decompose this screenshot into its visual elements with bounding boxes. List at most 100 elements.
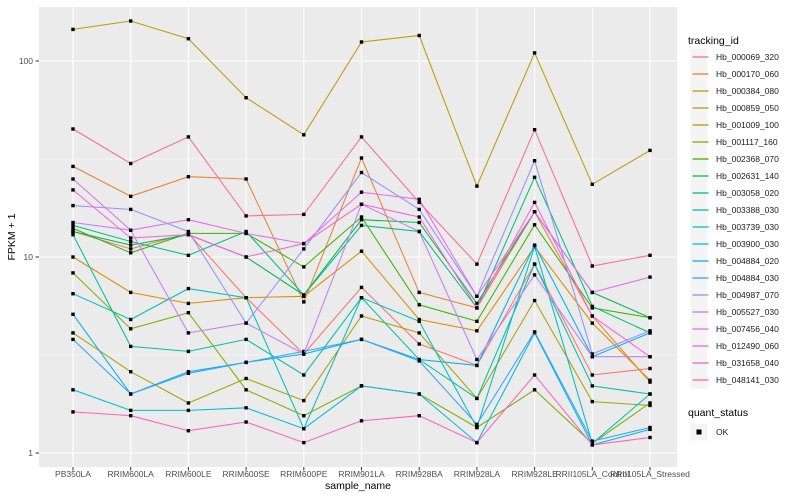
legend-item-label: Hb_004987_070: [716, 290, 779, 300]
legend-title-tracking-id: tracking_id: [688, 35, 739, 47]
data-point: [244, 406, 248, 410]
y-tick-label: 100: [19, 56, 33, 66]
data-point: [648, 403, 652, 408]
data-point: [186, 349, 191, 354]
data-point: [71, 164, 75, 169]
data-point: [417, 342, 421, 346]
legend-item: Hb_003900_030: [690, 235, 779, 253]
legend-item: Hb_048141_030: [690, 371, 779, 389]
data-point: [648, 316, 652, 320]
data-point: [302, 212, 306, 217]
data-point: [532, 273, 537, 277]
data-point: [359, 156, 364, 160]
data-point: [129, 408, 133, 413]
data-point: [129, 344, 133, 349]
data-point: [590, 355, 594, 359]
data-point: [359, 190, 364, 194]
x-tick-label: RRII105LA_Stressed: [610, 469, 690, 479]
data-point: [475, 422, 479, 427]
data-point: [71, 410, 75, 414]
data-point: [244, 337, 248, 342]
data-point: [186, 253, 191, 257]
data-point: [417, 220, 421, 225]
data-point: [532, 200, 537, 205]
legend-item: Hb_012490_060: [690, 337, 779, 355]
data-point: [475, 357, 479, 362]
data-point: [532, 330, 537, 334]
data-point: [186, 135, 191, 139]
legend-item-label: Hb_004884_020: [716, 256, 779, 266]
data-point: [648, 253, 652, 257]
data-point: [244, 177, 248, 181]
data-point: [244, 388, 248, 392]
data-point: [129, 194, 133, 198]
data-point: [648, 355, 652, 359]
data-point: [648, 425, 652, 430]
data-point: [71, 255, 75, 259]
legend-item-label: Hb_048141_030: [716, 375, 779, 385]
data-point: [186, 401, 191, 405]
data-point: [417, 197, 421, 201]
data-point: [648, 275, 652, 279]
data-point: [417, 331, 421, 335]
data-point: [417, 414, 421, 418]
x-tick-label: PB350LA: [55, 469, 91, 479]
data-point: [417, 215, 421, 219]
data-point: [71, 331, 75, 335]
data-point: [186, 218, 191, 222]
x-tick-label: RRIM600PE: [280, 469, 328, 479]
y-tick-label: 10: [24, 252, 34, 262]
data-point: [244, 376, 248, 381]
data-point: [359, 215, 364, 219]
data-point: [359, 337, 364, 342]
data-point: [302, 352, 306, 356]
data-point: [302, 241, 306, 246]
legend-item-ok: OK: [690, 423, 729, 441]
legend-item: Hb_004884_030: [690, 269, 779, 287]
data-point: [532, 373, 537, 377]
data-point: [590, 321, 594, 325]
legend-title-quant-status: quant_status: [688, 407, 748, 419]
data-point: [186, 331, 191, 335]
data-point: [129, 239, 133, 244]
data-point: [186, 301, 191, 306]
data-point: [71, 223, 75, 228]
data-point: [71, 226, 75, 231]
legend-item-label: Hb_001117_160: [716, 137, 778, 147]
legend-item-label: Hb_002368_070: [716, 154, 779, 164]
data-point: [71, 127, 75, 131]
data-point: [590, 384, 594, 388]
legend-item-label: Hb_001009_100: [716, 120, 779, 130]
legend-item-label: Hb_000384_080: [716, 86, 779, 96]
data-point: [129, 247, 133, 251]
data-point: [302, 414, 306, 418]
data-point: [302, 293, 306, 297]
data-point: [244, 231, 248, 236]
legend-item-label: Hb_003900_030: [716, 239, 779, 249]
data-point: [359, 223, 364, 228]
data-point: [475, 363, 479, 368]
data-point: [71, 203, 75, 208]
data-point: [475, 440, 479, 445]
data-point: [590, 264, 594, 268]
legend-item: Hb_005527_030: [690, 303, 779, 321]
x-tick-label: RRII105LA_Control: [555, 469, 629, 479]
data-point: [359, 285, 364, 290]
legend-item-label: Hb_012490_060: [716, 341, 779, 351]
legend-item-label: Hb_000170_060: [716, 69, 779, 79]
data-point: [590, 439, 594, 443]
data-point: [302, 300, 306, 304]
legend-item: Hb_002631_140: [690, 167, 779, 185]
legend-item-label: Hb_002631_140: [716, 171, 779, 181]
legend-item: Hb_000170_060: [690, 65, 779, 83]
data-point: [417, 303, 421, 307]
data-point: [71, 337, 75, 342]
data-point: [244, 229, 248, 234]
data-point: [71, 220, 75, 225]
legend-item-label: Hb_003739_030: [716, 222, 779, 232]
data-point: [244, 321, 248, 325]
legend-item-label: Hb_000069_320: [716, 52, 779, 62]
data-point: [71, 271, 75, 275]
data-point: [129, 236, 133, 240]
